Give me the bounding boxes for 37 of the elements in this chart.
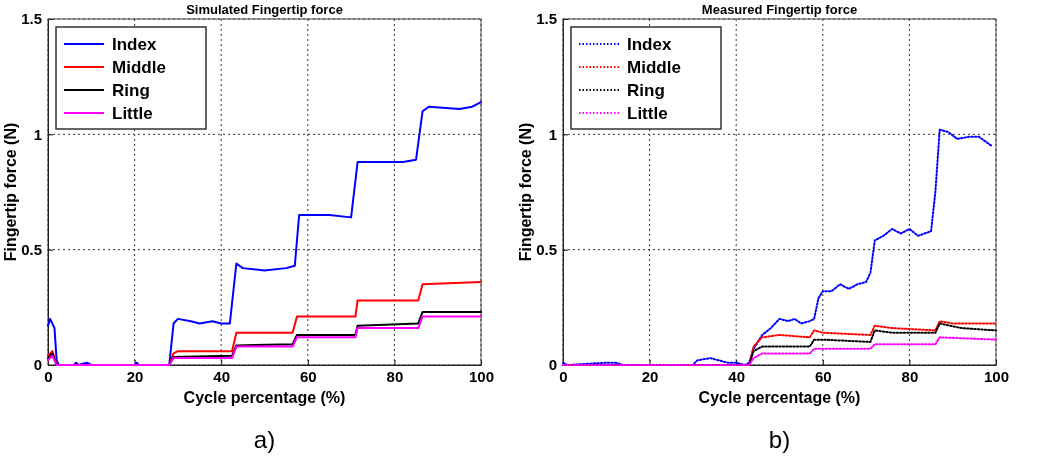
y-tick-label: 1.5 <box>21 10 42 28</box>
legend-label: Ring <box>112 81 150 100</box>
legend-label: Index <box>627 35 672 54</box>
legend-label: Middle <box>112 58 166 77</box>
x-tick-label: 40 <box>728 367 746 385</box>
x-axis-title: Cycle percentage (%) <box>698 389 861 406</box>
x-tick-label: 20 <box>641 367 659 385</box>
x-tick-label: 60 <box>299 367 317 385</box>
y-tick-label: 1.5 <box>536 10 557 28</box>
x-tick-label: 40 <box>213 367 231 385</box>
legend-label: Middle <box>627 58 681 77</box>
y-tick-label: 1 <box>33 125 42 143</box>
text: b) <box>768 426 791 453</box>
x-tick-label: 80 <box>901 367 919 385</box>
x-tick-label: 100 <box>468 367 495 385</box>
y-tick-label: 1 <box>548 125 557 143</box>
x-axis-title: Cycle percentage (%) <box>183 389 346 406</box>
legend-label: Little <box>627 104 668 123</box>
x-tick-label: 20 <box>126 367 144 385</box>
chart-title: Simulated Fingertip force <box>186 2 343 17</box>
legend-label: Little <box>112 104 153 123</box>
x-tick-label: 60 <box>814 367 832 385</box>
y-tick-label: 0 <box>548 356 557 374</box>
y-axis-title: Fingertip force (N) <box>2 122 19 262</box>
text: a) <box>253 426 276 453</box>
legend-label: Ring <box>627 81 665 100</box>
legend-label: Index <box>112 35 157 54</box>
y-tick-label: 0.5 <box>21 240 42 258</box>
line-series <box>562 128 993 366</box>
y-axis-title: Fingertip force (N) <box>517 122 534 262</box>
chart-title: Measured Fingertip force <box>701 2 858 17</box>
x-tick-label: 100 <box>983 367 1010 385</box>
x-tick-label: 80 <box>386 367 404 385</box>
x-tick-label: 0 <box>559 367 568 385</box>
y-tick-label: 0 <box>33 356 42 374</box>
y-tick-label: 0.5 <box>536 240 557 258</box>
x-tick-label: 0 <box>44 367 53 385</box>
